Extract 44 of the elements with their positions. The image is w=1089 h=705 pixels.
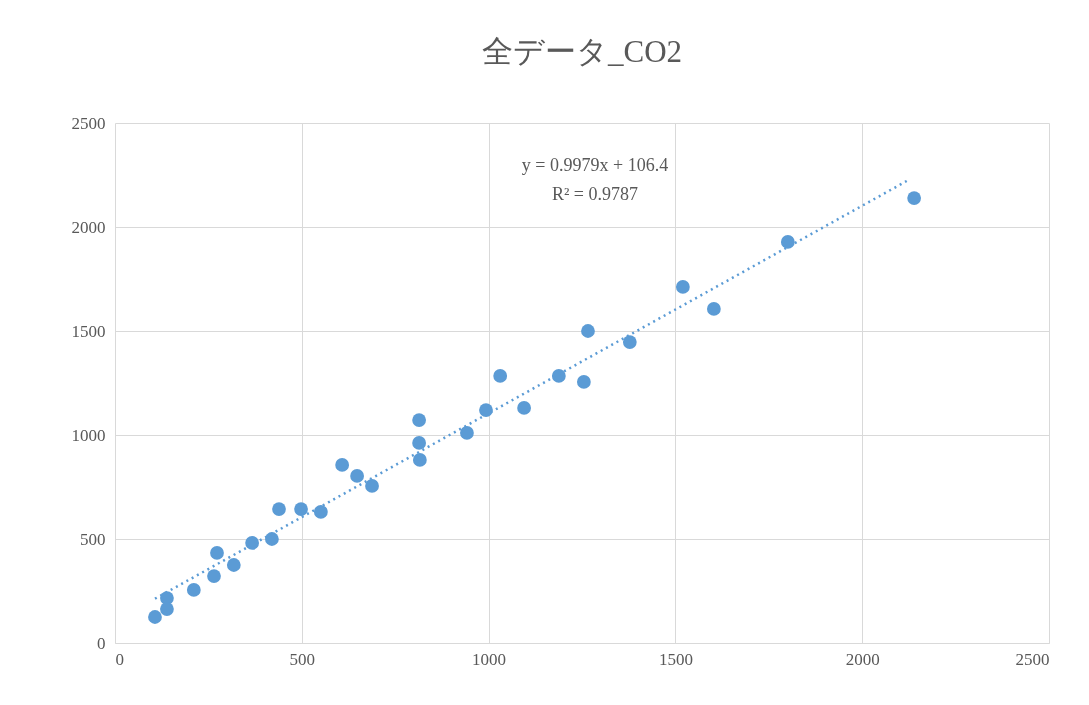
point — [335, 458, 350, 472]
point — [207, 569, 221, 583]
point — [517, 401, 531, 415]
x-tick-label: 2000 — [845, 649, 880, 669]
point — [294, 502, 308, 516]
point — [412, 413, 426, 427]
point — [675, 280, 690, 294]
annotation: y = 0.9979x + 106.4 — [521, 155, 669, 175]
annotation: R² = 0.9787 — [551, 184, 639, 204]
chart-title: 全データ_CO2 — [481, 34, 683, 69]
point — [412, 453, 427, 467]
y-tick-label: 500 — [80, 529, 106, 549]
point — [412, 436, 426, 450]
point — [706, 302, 721, 316]
point — [272, 502, 286, 516]
point — [780, 235, 795, 249]
point — [576, 375, 591, 389]
point — [245, 536, 259, 550]
y-tick-label: 1500 — [71, 321, 106, 341]
point — [350, 469, 364, 483]
point — [551, 369, 566, 383]
y-tick-label: 2000 — [71, 217, 106, 237]
y-tick-label: 0 — [97, 633, 106, 653]
point — [581, 324, 595, 338]
y-tick-label: 1000 — [71, 425, 106, 445]
point — [479, 403, 493, 417]
point — [265, 532, 279, 546]
point — [313, 505, 328, 519]
point — [148, 610, 162, 624]
x-tick-label: 500 — [289, 649, 316, 669]
x-tick-label: 1500 — [658, 649, 693, 669]
point — [186, 583, 201, 597]
x-tick-label: 0 — [115, 649, 124, 669]
point — [226, 558, 241, 572]
point — [907, 191, 922, 205]
y-tick-label: 2500 — [71, 113, 106, 133]
point — [210, 546, 224, 560]
point — [365, 479, 379, 493]
x-tick-label: 1000 — [472, 649, 507, 669]
point — [460, 426, 474, 440]
x-tick-label: 2500 — [1015, 649, 1050, 669]
point — [622, 335, 637, 349]
point — [160, 602, 174, 616]
point — [493, 369, 508, 383]
